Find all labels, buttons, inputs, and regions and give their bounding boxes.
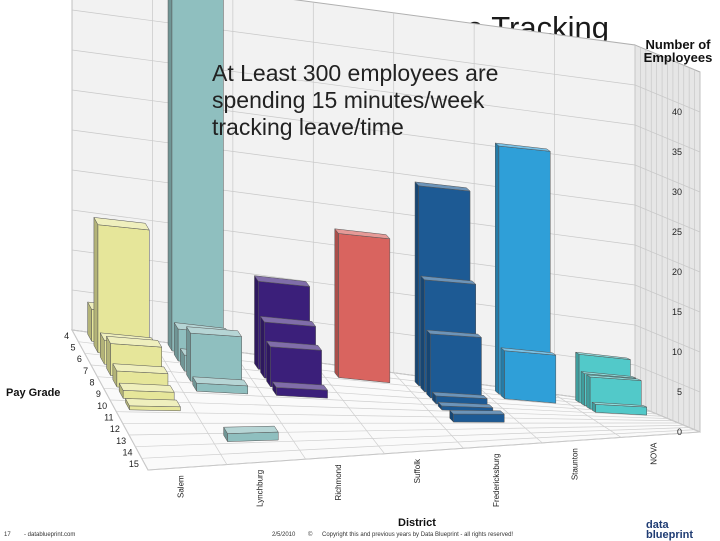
bar-suffolk-grade-5 [335,229,390,383]
district-tick-label: Fredericksburg [492,454,501,507]
bar-top-face [450,410,505,414]
bar-fredericksburg-grade-7 [427,330,482,401]
footer-site: - datablueprint.com [24,532,75,538]
pay-grade-tick-label: 9 [96,389,101,399]
z-tick-label: 40 [672,107,682,117]
bar-top-face [224,426,279,433]
bar-side-face [187,327,191,381]
pay-grade-tick-label: 4 [64,331,69,341]
bar-side-face [421,276,425,392]
footer-copyright: Copyright this and previous years by Dat… [322,532,513,538]
bar-side-face [94,217,98,352]
z-tick-label: 35 [672,147,682,157]
z-tick-label: 30 [672,187,682,197]
pay-grade-tick-label: 5 [70,343,75,353]
pay-grade-tick-label: 15 [129,459,139,469]
bar-lynchburg-grade-7 [187,327,242,385]
callout-line-2: spending 15 minutes/week [212,87,498,114]
z-tick-label: 15 [672,307,682,317]
callout-line-1: At Least 300 employees are [212,60,498,87]
footer-page-marker: © [308,532,312,538]
slide-number: 17 [4,532,11,538]
bar-front-face [172,0,223,357]
bar-side-face [587,375,591,409]
bar-top-face [125,399,180,407]
callout-text: At Least 300 employees are spending 15 m… [212,60,498,141]
slide-footer: 17 - datablueprint.com 2/5/2010 © Copyri… [0,528,720,540]
z-tick-label: 25 [672,227,682,237]
pay-grade-tick-label: 8 [89,378,94,388]
district-tick-label: Suffolk [413,458,422,483]
bar-side-face [168,0,172,351]
bar-front-face [453,414,504,422]
footer-date: 2/5/2010 [272,532,295,538]
pay-grade-tick-label: 11 [104,413,113,423]
bar-staunton-grade-6 [501,348,556,403]
bar-side-face [254,276,258,370]
bar-fredericksburg-grade-11 [450,410,505,422]
pay-grade-tick-label: 14 [122,448,132,458]
z-tick-label: 20 [672,267,682,277]
bar-side-face [501,348,505,399]
z-axis-title: Number of Employees [640,38,716,64]
bar-salem-grade-10 [125,399,180,411]
logo-word-2: blueprint [646,530,693,540]
bar-side-face [495,143,499,394]
bar-side-face [261,316,265,378]
pay-grade-tick-label: 10 [97,401,107,411]
bar-front-face [430,334,481,402]
district-tick-label: Staunton [571,448,580,480]
bar-front-face [505,351,556,403]
bar-side-face [427,330,431,398]
bar-lynchburg-grade-13 [224,426,279,441]
district-tick-label: Richmond [334,464,343,500]
district-tick-label: Salem [176,475,185,498]
pay-grade-tick-label: 6 [77,354,82,364]
bar-lynchburg-grade-4 [168,0,223,357]
bar-side-face [335,229,339,378]
bar-side-face [581,372,585,406]
z-tick-label: 10 [672,347,682,357]
bar-side-face [415,182,419,386]
pay-grade-tick-label: 12 [110,424,120,434]
pay-grade-tick-label: 13 [116,436,126,446]
bar-side-face [267,341,271,387]
district-tick-label: NOVA [650,442,659,465]
y-axis-title: Pay Grade [6,387,60,399]
callout-line-3: tracking leave/time [212,114,498,141]
z-tick-label: 0 [677,427,682,437]
district-tick-label: Lynchburg [255,470,264,507]
z-tick-label: 5 [677,387,682,397]
bar-side-face [576,352,580,402]
pay-grade-tick-label: 7 [83,366,88,376]
company-logo: data blueprint [646,520,693,540]
bar-salem-grade-9 [119,383,174,400]
bar-front-face [339,234,390,383]
